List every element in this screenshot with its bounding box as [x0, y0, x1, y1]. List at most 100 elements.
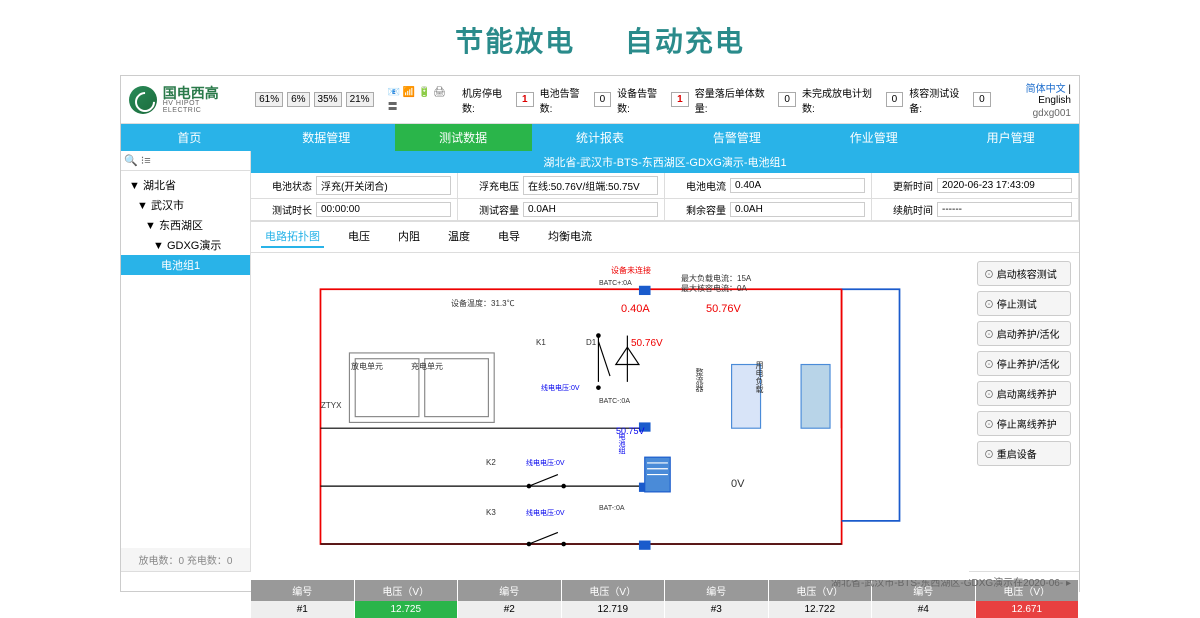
batc-n: BATC-:0A [599, 398, 630, 405]
current: 0.40A [621, 303, 650, 315]
action-button[interactable]: 停止测试 [977, 291, 1071, 316]
logo: 国电西高 HV HIPOT ELECTRIC [129, 86, 240, 114]
status-cell: 电池状态浮充(开关闭合) [251, 173, 458, 199]
status-cell: 更新时间2020-06-23 17:43:09 [872, 173, 1079, 199]
app-window: 国电西高 HV HIPOT ELECTRIC 61% 6% 35% 21% 📧 … [120, 75, 1080, 592]
topbar-right: 简体中文 | English gdxg001 [991, 80, 1071, 119]
logo-cn: 国电西高 [163, 86, 240, 100]
stat-pct: 35% [314, 92, 342, 107]
status-grid: 电池状态浮充(开关闭合)浮充电压在线:50.76V/组端:50.75V电池电流0… [251, 173, 1079, 222]
k2: K2 [486, 458, 496, 467]
action-button[interactable]: 停止离线养护 [977, 411, 1071, 436]
table-cell: 12.722 [769, 601, 873, 618]
table-cell: 12.719 [562, 601, 666, 618]
temp-label: 设备温度：31.3℃ [451, 298, 515, 309]
stat-pct: 6% [287, 92, 309, 107]
stat-item: 设备告警数:1 [617, 85, 689, 115]
max-test: 最大核容电流：0A [681, 283, 747, 294]
nav-item[interactable]: 用户管理 [942, 124, 1079, 151]
subtab[interactable]: 电导 [494, 226, 524, 248]
table-cell: #2 [458, 601, 562, 618]
circuit-diagram: 设备未连接 设备温度：31.3℃ 最大负载电流：15A 最大核容电流：0A 0.… [251, 253, 969, 580]
table-header: 电压（V） [355, 580, 459, 601]
logo-en: HV HIPOT ELECTRIC [163, 100, 240, 114]
lv3: 线电电压:0V [526, 508, 565, 518]
k3: K3 [486, 508, 496, 517]
table-header: 编号 [665, 580, 769, 601]
k1: K1 [536, 338, 546, 347]
nav-item[interactable]: 作业管理 [805, 124, 942, 151]
status-cell: 电池电流0.40A [665, 173, 872, 199]
main-nav: 首页数据管理测试数据统计报表告警管理作业管理用户管理 [121, 124, 1079, 151]
ztyx: ZTYX [321, 401, 341, 410]
voltage1: 50.76V [706, 303, 741, 315]
lv2: 线电电压:0V [526, 458, 565, 468]
voltage2: 50.76V [631, 338, 663, 349]
d1: D1 [586, 338, 596, 347]
stat-pct: 61% [255, 92, 283, 107]
subtab[interactable]: 电压 [344, 226, 374, 248]
lang-zh[interactable]: 简体中文 [1026, 84, 1066, 95]
nav-item[interactable]: 统计报表 [532, 124, 669, 151]
stat-item: 机房停电数:1 [462, 85, 534, 115]
rect-label: 整流器 [694, 368, 705, 392]
tree-item[interactable]: ▼ 东西湖区 [121, 215, 250, 235]
stat-item: 未完成放电计划数:0 [802, 85, 903, 115]
batc-p: BATC+:0A [599, 280, 632, 287]
action-button[interactable]: 停止养护/活化 [977, 351, 1071, 376]
table-cell: #3 [665, 601, 769, 618]
stat-item: 核容测试设备:0 [909, 85, 990, 115]
sidebar: 🔍 ⁝≡ ▼ 湖北省▼ 武汉市▼ 东西湖区▼ GDXG演示电池组1 放电数：0 … [121, 151, 251, 571]
lang-en[interactable]: English [1038, 95, 1071, 106]
table-header: 编号 [458, 580, 562, 601]
top-stats: 61% 6% 35% 21% 📧 📶 🔋 🖨 〓 机房停电数:1电池告警数:0设… [255, 85, 991, 115]
status-cell: 浮充电压在线:50.76V/组端:50.75V [458, 173, 665, 199]
slogan-right: 自动充电 [625, 26, 745, 57]
action-button[interactable]: 启动核容测试 [977, 261, 1071, 286]
slogan-left: 节能放电 [455, 26, 575, 57]
table-header: 编号 [251, 580, 355, 601]
stat-item: 容量落后单体数量:0 [695, 85, 796, 115]
logo-icon [129, 86, 157, 114]
bat-n: BAT-:0A [599, 505, 625, 512]
nav-item[interactable]: 首页 [121, 124, 258, 151]
table-cell: 12.725 [355, 601, 459, 618]
table-cell: #4 [872, 601, 976, 618]
action-button[interactable]: 启动养护/活化 [977, 321, 1071, 346]
table-header: 电压（V） [562, 580, 666, 601]
load-label: 用电负载 [754, 361, 765, 393]
status-cell: 续航时间------ [872, 199, 1079, 221]
tree-item[interactable]: ▼ 武汉市 [121, 195, 250, 215]
tree-item[interactable]: 电池组1 [121, 255, 250, 275]
subtabs: 电路拓扑图电压内阻温度电导均衡电流 [251, 222, 1079, 253]
nav-item[interactable]: 数据管理 [258, 124, 395, 151]
subtab[interactable]: 内阻 [394, 226, 424, 248]
subtab[interactable]: 电路拓扑图 [261, 226, 324, 248]
batt-label: 电池组 [616, 433, 626, 454]
status-cell: 测试容量0.0AH [458, 199, 665, 221]
table-cell: 12.671 [976, 601, 1080, 618]
subtab[interactable]: 均衡电流 [544, 226, 596, 248]
breadcrumb: 湖北省-武汉市-BTS-东西湖区-GDXG演示-电池组1 [251, 151, 1079, 173]
tree-item[interactable]: ▼ GDXG演示 [121, 235, 250, 255]
nav-item[interactable]: 测试数据 [395, 124, 532, 151]
nav-item[interactable]: 告警管理 [668, 124, 805, 151]
action-button[interactable]: 启动离线养护 [977, 381, 1071, 406]
status-cell: 剩余容量0.0AH [665, 199, 872, 221]
zero-v: 0V [731, 478, 744, 490]
lv1: 线电电压:0V [541, 383, 580, 393]
subtab[interactable]: 温度 [444, 226, 474, 248]
diagram-svg [251, 253, 969, 580]
stat-pct: 21% [346, 92, 374, 107]
user-label: gdxg001 [991, 108, 1071, 119]
unit1: 放电单元 [351, 361, 383, 372]
action-button[interactable]: 重启设备 [977, 441, 1071, 466]
stat-item: 电池告警数:0 [540, 85, 612, 115]
search-bar[interactable]: 🔍 ⁝≡ [121, 151, 250, 171]
slogan: 节能放电 自动充电 [0, 0, 1200, 75]
action-panel: 启动核容测试停止测试启动养护/活化停止养护/活化启动离线养护停止离线养护重启设备 [969, 253, 1079, 580]
unit2: 充电单元 [411, 361, 443, 372]
dev-status: 设备未连接 [611, 265, 651, 276]
tree-item[interactable]: ▼ 湖北省 [121, 175, 250, 195]
main-panel: 湖北省-武汉市-BTS-东西湖区-GDXG演示-电池组1 电池状态浮充(开关闭合… [251, 151, 1079, 571]
